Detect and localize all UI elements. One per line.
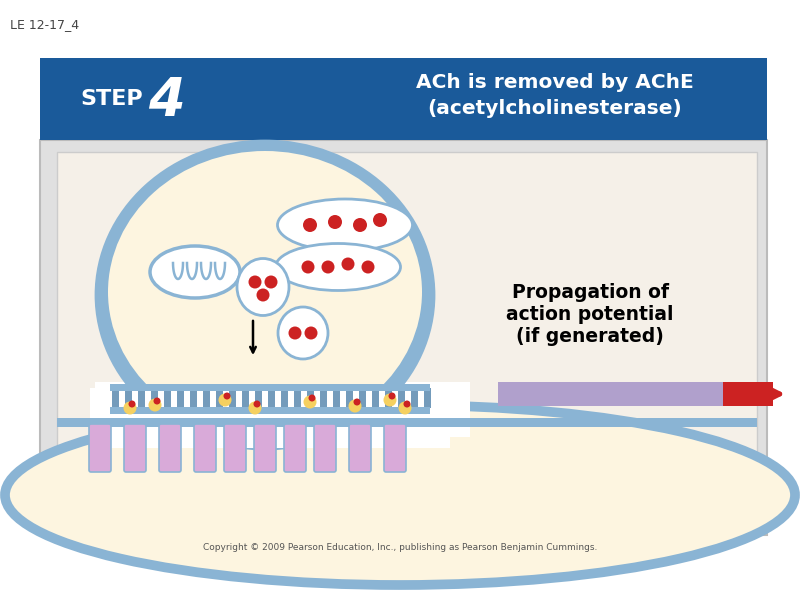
Bar <box>281 388 288 408</box>
FancyBboxPatch shape <box>314 424 336 472</box>
Circle shape <box>322 260 334 274</box>
Bar <box>307 388 314 408</box>
Circle shape <box>254 401 261 407</box>
Bar <box>333 388 340 408</box>
Circle shape <box>354 398 361 406</box>
Bar <box>57 152 757 522</box>
Circle shape <box>303 395 317 409</box>
Text: (acetylcholinesterase): (acetylcholinesterase) <box>428 98 682 118</box>
Bar <box>40 140 767 535</box>
Bar <box>151 388 158 408</box>
Text: Copyright © 2009 Pearson Education, Inc., publishing as Pearson Benjamin Cumming: Copyright © 2009 Pearson Education, Inc.… <box>203 544 597 553</box>
FancyBboxPatch shape <box>349 424 371 472</box>
Bar <box>216 388 223 408</box>
Bar <box>110 384 430 391</box>
Text: STEP: STEP <box>80 89 142 109</box>
Circle shape <box>403 401 410 407</box>
Bar <box>40 58 767 140</box>
Bar <box>164 388 171 408</box>
Circle shape <box>353 218 367 232</box>
Circle shape <box>373 213 387 227</box>
FancyBboxPatch shape <box>254 424 276 472</box>
Text: ACh is removed by AChE: ACh is removed by AChE <box>416 73 694 92</box>
Bar <box>359 388 366 408</box>
FancyBboxPatch shape <box>124 424 146 472</box>
FancyBboxPatch shape <box>194 424 216 472</box>
Bar <box>229 388 236 408</box>
Circle shape <box>223 392 230 400</box>
Circle shape <box>398 401 411 415</box>
Text: action potential: action potential <box>506 304 674 323</box>
Ellipse shape <box>5 405 795 585</box>
Ellipse shape <box>278 199 413 251</box>
Bar <box>398 388 405 408</box>
Bar <box>203 388 210 408</box>
Bar <box>255 388 262 408</box>
FancyBboxPatch shape <box>159 424 181 472</box>
Bar <box>498 382 723 406</box>
Bar <box>424 388 431 408</box>
Circle shape <box>123 401 137 415</box>
Circle shape <box>389 392 395 400</box>
Circle shape <box>303 218 317 232</box>
Circle shape <box>383 394 397 407</box>
Bar <box>242 388 249 408</box>
Bar <box>57 418 757 427</box>
Circle shape <box>265 275 278 289</box>
Circle shape <box>349 400 362 413</box>
Circle shape <box>149 398 162 412</box>
Circle shape <box>154 397 161 404</box>
Circle shape <box>218 394 231 407</box>
Text: 4: 4 <box>148 75 185 127</box>
Circle shape <box>249 401 262 415</box>
Ellipse shape <box>150 246 240 298</box>
Circle shape <box>302 260 314 274</box>
Bar <box>268 388 275 408</box>
Text: Propagation of: Propagation of <box>511 283 669 301</box>
Bar <box>385 388 392 408</box>
Bar <box>138 388 145 408</box>
FancyBboxPatch shape <box>284 424 306 472</box>
Bar <box>294 388 301 408</box>
Circle shape <box>342 257 354 271</box>
Ellipse shape <box>96 141 434 449</box>
Bar <box>320 388 327 408</box>
Bar <box>90 388 450 448</box>
Circle shape <box>328 215 342 229</box>
Bar <box>95 382 470 437</box>
Text: (if generated): (if generated) <box>516 328 664 346</box>
Circle shape <box>257 289 270 301</box>
Ellipse shape <box>278 307 328 359</box>
FancyBboxPatch shape <box>89 424 111 472</box>
Bar <box>190 388 197 408</box>
Text: LE 12-17_4: LE 12-17_4 <box>10 18 79 31</box>
Ellipse shape <box>237 259 289 316</box>
Circle shape <box>305 326 318 340</box>
Circle shape <box>249 275 262 289</box>
Bar <box>110 407 430 414</box>
Ellipse shape <box>275 244 401 290</box>
Bar <box>346 388 353 408</box>
FancyBboxPatch shape <box>224 424 246 472</box>
Bar <box>411 388 418 408</box>
Circle shape <box>362 260 374 274</box>
Bar <box>372 388 379 408</box>
FancyBboxPatch shape <box>384 424 406 472</box>
Circle shape <box>129 401 135 407</box>
Circle shape <box>309 395 315 401</box>
Bar <box>112 388 119 408</box>
Bar <box>723 382 773 406</box>
Bar <box>177 388 184 408</box>
Ellipse shape <box>108 151 422 433</box>
Circle shape <box>289 326 302 340</box>
Bar <box>125 388 132 408</box>
